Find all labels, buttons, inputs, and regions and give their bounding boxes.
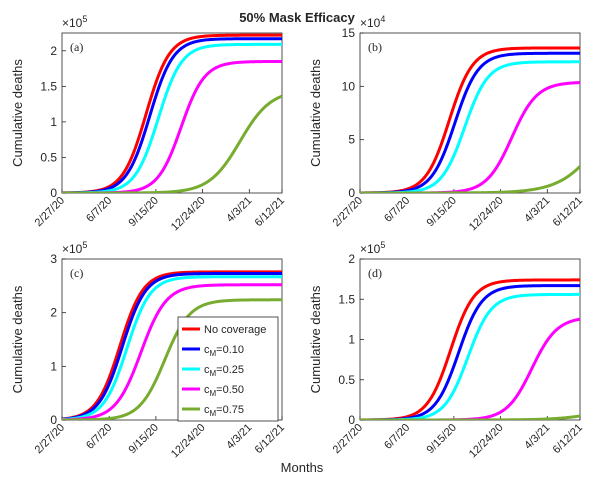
y-tick-label: 1.5 bbox=[40, 79, 57, 93]
legend-entry: No coverage bbox=[204, 324, 266, 336]
panel-label: (a) bbox=[70, 40, 83, 54]
y-tick-label: 3 bbox=[50, 252, 57, 266]
y-tick-label: 1.5 bbox=[338, 292, 355, 306]
y-tick-label: 1 bbox=[50, 359, 57, 373]
x-tick-label: 6/7/20 bbox=[382, 195, 412, 225]
y-tick-label: 2 bbox=[50, 44, 57, 58]
y-tick-label: 15 bbox=[342, 26, 356, 40]
y-exponent: ×104 bbox=[360, 14, 385, 30]
y-exponent: ×105 bbox=[360, 240, 385, 256]
y-tick-label: 2 bbox=[50, 306, 57, 320]
x-tick-label: 4/3/21 bbox=[224, 422, 254, 452]
panel-0: 00.511.522/27/20 6/7/20 9/15/20 12/24/20 4/3… bbox=[10, 14, 287, 233]
x-tick-label: 4/3/21 bbox=[224, 195, 254, 225]
y-tick-label: 0.5 bbox=[40, 150, 57, 164]
y-tick-label: 10 bbox=[342, 79, 356, 93]
y-axis-label: Cumulative deaths bbox=[10, 59, 25, 167]
y-exponent: ×105 bbox=[62, 240, 87, 256]
x-tick-label: 4/3/21 bbox=[522, 195, 552, 225]
panels: 00.511.522/27/20 6/7/20 9/15/20 12/24/20 4/3… bbox=[10, 14, 585, 460]
x-axis-label: Months bbox=[281, 460, 324, 475]
x-tick-label: 12/24/20 bbox=[169, 422, 208, 461]
x-tick-label: 6/7/20 bbox=[382, 422, 412, 452]
x-tick-label: 9/15/20 bbox=[425, 195, 459, 229]
x-tick-label: 6/12/21 bbox=[253, 195, 287, 229]
y-tick-label: 2 bbox=[348, 252, 355, 266]
y-axis-label: Cumulative deaths bbox=[10, 285, 25, 393]
x-tick-label: 12/24/20 bbox=[169, 195, 208, 234]
y-tick-label: 1 bbox=[50, 115, 57, 129]
x-tick-label: 9/15/20 bbox=[127, 195, 161, 229]
panel-label: (c) bbox=[70, 266, 83, 280]
y-exponent: ×105 bbox=[62, 14, 87, 30]
x-tick-label: 6/12/21 bbox=[551, 195, 585, 229]
figure-title: 50% Mask Efficacy bbox=[239, 10, 355, 25]
y-tick-label: 1 bbox=[348, 333, 355, 347]
x-tick-label: 9/15/20 bbox=[425, 422, 459, 456]
y-tick-label: 0.5 bbox=[338, 373, 355, 387]
x-tick-label: 6/7/20 bbox=[84, 195, 114, 225]
x-tick-label: 12/24/20 bbox=[467, 422, 506, 461]
x-tick-label: 4/3/21 bbox=[522, 422, 552, 452]
x-tick-label: 12/24/20 bbox=[467, 195, 506, 234]
panel-label: (b) bbox=[368, 40, 382, 54]
x-tick-label: 9/15/20 bbox=[127, 422, 161, 456]
y-axis-label: Cumulative deaths bbox=[308, 285, 323, 393]
y-axis-label: Cumulative deaths bbox=[308, 59, 323, 167]
x-tick-label: 6/7/20 bbox=[84, 422, 114, 452]
panel-3: 00.511.522/27/20 6/7/20 9/15/20 12/24/20 4/3… bbox=[308, 240, 585, 460]
panel-label: (d) bbox=[368, 266, 382, 280]
y-tick-label: 5 bbox=[348, 133, 355, 147]
x-tick-label: 6/12/21 bbox=[551, 422, 585, 456]
x-tick-label: 6/12/21 bbox=[253, 422, 287, 456]
